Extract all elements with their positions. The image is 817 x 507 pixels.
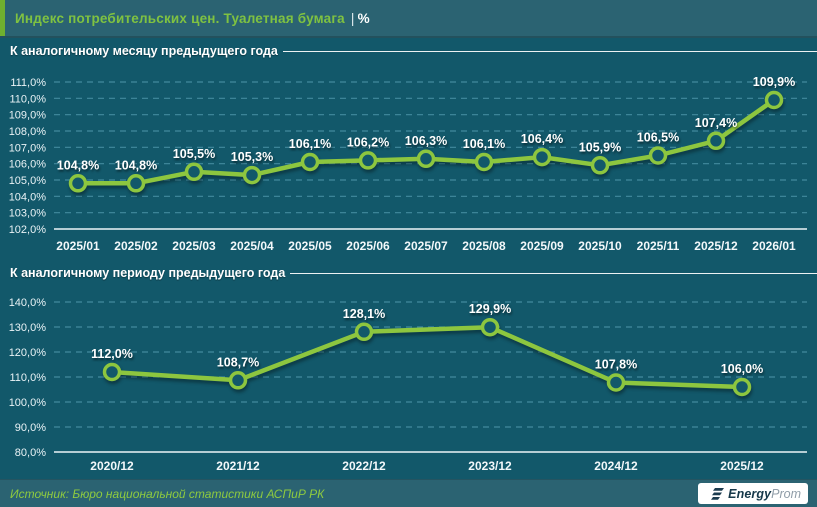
x-tick-label: 2026/01 [752, 239, 796, 253]
data-point-label: 109,9% [753, 75, 795, 89]
series-group [68, 90, 784, 193]
data-point-marker [648, 146, 668, 165]
x-tick-label: 2025/08 [462, 239, 506, 253]
section-divider-line [290, 272, 817, 274]
data-point-label: 104,8% [115, 158, 157, 172]
data-point-marker [732, 377, 752, 397]
y-tick-label: 104,0% [9, 191, 47, 203]
data-point-marker [102, 362, 122, 382]
accent-strip [0, 0, 5, 36]
data-point-label: 106,3% [405, 134, 447, 148]
x-tick-label: 2022/12 [342, 459, 386, 473]
y-tick-label: 100,0% [9, 397, 47, 409]
x-tick-label: 2025/10 [578, 239, 622, 253]
page-title-text: Индекс потребительских цен. Туалетная бу… [15, 10, 345, 26]
data-point-label: 106,2% [347, 135, 389, 149]
x-tick-label: 2020/12 [90, 459, 134, 473]
y-tick-label: 106,0% [9, 159, 47, 171]
title-bar: Индекс потребительских цен. Туалетная бу… [0, 0, 817, 38]
y-tick-label: 111,0% [10, 77, 46, 89]
data-point-marker [480, 317, 500, 337]
data-point-marker [358, 151, 378, 170]
data-point-marker [354, 322, 374, 342]
x-tick-label: 2025/12 [694, 239, 738, 253]
energyprom-logo: Energy Prom [698, 483, 808, 504]
data-point-marker [126, 174, 146, 193]
footer-bar: Источник: Бюро национальной статистики А… [0, 479, 817, 507]
data-point-label: 104,8% [57, 158, 99, 172]
monthly-yoy-line-chart: 102,0% 103,0% 104,0% 105,0% 106,0% 107,0% 108,… [9, 75, 807, 253]
y-tick-label: 110,0% [10, 372, 47, 384]
y-tick-label: 140,0% [9, 297, 47, 309]
x-tick-label: 2025/07 [404, 239, 448, 253]
data-point-marker [242, 165, 262, 185]
data-point-label: 107,4% [695, 116, 737, 130]
y-tick-label: 105,0% [9, 175, 47, 187]
x-tick-label: 2023/12 [468, 459, 512, 473]
y-tick-label: 90,0% [15, 422, 46, 434]
data-point-label: 106,1% [463, 137, 505, 151]
section-header-monthly: К аналогичному месяцу предыдущего года [0, 44, 817, 58]
series-line [109, 324, 745, 390]
data-point-label: 106,1% [289, 137, 331, 151]
y-tick-label: 108,0% [9, 126, 47, 138]
data-point-marker [68, 174, 88, 193]
title-separator: | [350, 10, 355, 26]
data-point-marker [228, 371, 248, 390]
y-tick-label: 103,0% [9, 208, 47, 220]
x-tick-label: 2025/05 [288, 239, 332, 253]
x-tick-label: 2024/12 [594, 459, 638, 473]
data-point-label: 106,0% [721, 362, 763, 376]
page-title: Индекс потребительских цен. Туалетная бу… [15, 11, 370, 26]
source-note: Источник: Бюро национальной статистики А… [10, 486, 325, 501]
data-point-label: 128,1% [343, 307, 385, 321]
data-point-marker [474, 152, 494, 172]
data-point-label: 105,5% [173, 147, 215, 161]
data-point-marker [532, 147, 552, 167]
y-tick-label: 107,0% [9, 142, 47, 154]
section-title-monthly: К аналогичному месяцу предыдущего года [10, 44, 278, 58]
y-tick-label: 130,0% [9, 322, 47, 334]
x-tick-label: 2025/01 [56, 239, 100, 253]
y-tick-label: 110,0% [10, 93, 47, 105]
logo-text-energy: Energy [728, 486, 772, 501]
data-point-marker [184, 162, 204, 182]
data-point-marker [300, 152, 320, 172]
data-point-label: 106,5% [637, 131, 679, 145]
data-point-marker [416, 149, 436, 169]
data-point-label: 107,8% [595, 358, 637, 372]
y-tick-label: 109,0% [9, 110, 47, 122]
data-point-label: 129,9% [469, 302, 511, 316]
y-tick-label: 80,0% [15, 447, 46, 459]
x-tick-label: 2025/04 [230, 239, 274, 253]
x-tick-label: 2025/09 [520, 239, 564, 253]
data-point-label: 105,9% [579, 140, 621, 154]
data-point-marker [606, 373, 626, 392]
y-tick-label: 102,0% [9, 224, 47, 236]
section-title-annual: К аналогичному периоду предыдущего года [10, 266, 286, 280]
data-point-marker [764, 90, 784, 110]
data-point-label: 106,4% [521, 132, 563, 146]
data-point-marker [590, 156, 610, 175]
annual-yoy-line-chart: 80,0% 90,0% 100,0% 110,0% 120,0% 130,0% 140,0%… [9, 297, 807, 473]
section-header-annual: К аналогичному периоду предыдущего года [0, 266, 817, 280]
energyprom-lightning-icon [711, 487, 725, 500]
x-tick-label: 2021/12 [216, 459, 260, 473]
data-point-label: 112,0% [91, 347, 133, 361]
x-tick-label: 2025/06 [346, 239, 390, 253]
series-group [102, 317, 752, 397]
title-unit: % [357, 10, 370, 26]
x-tick-label: 2025/02 [114, 239, 158, 253]
data-point-label: 108,7% [217, 355, 259, 369]
x-tick-label: 2025/12 [720, 459, 764, 473]
data-point-marker [706, 131, 726, 151]
data-point-label: 105,3% [231, 150, 273, 164]
x-tick-label: 2025/11 [637, 239, 680, 253]
section-divider-line [282, 50, 817, 52]
logo-text-prom: Prom [771, 486, 801, 501]
x-tick-label: 2025/03 [172, 239, 216, 253]
y-tick-label: 120,0% [9, 347, 47, 359]
